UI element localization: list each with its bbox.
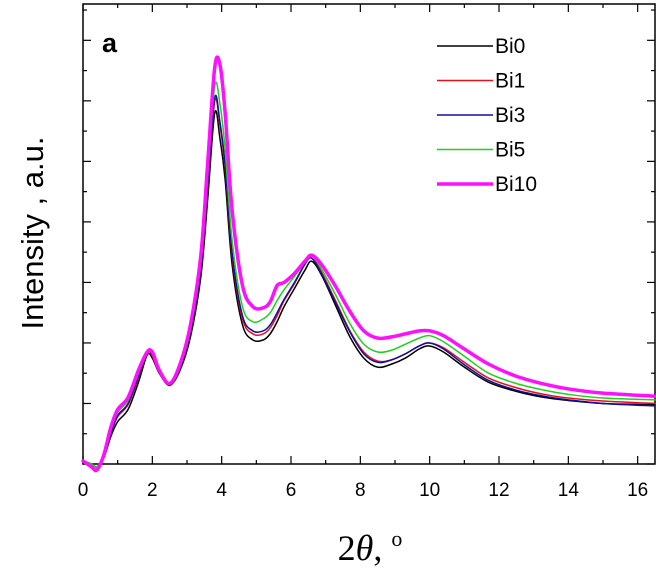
x-ticks: 0 2 4 6 8 10 12 14 16 [78,4,648,501]
series-line-bi5 [82,81,656,469]
y-ticks [83,9,655,465]
panel-label: a [102,28,118,58]
x-axis-label-theta: θ [356,528,374,568]
x-axis-label: 2θ, o [338,526,403,568]
plot-frame [82,3,656,465]
legend-label-bi3: Bi3 [495,104,525,127]
x-tick-label: 10 [419,480,440,501]
series-line-bi0 [82,109,656,468]
x-tick-label: 6 [286,480,297,501]
x-axis-label-degree: o [391,526,402,551]
x-tick-label: 16 [627,480,648,501]
axes-box [82,3,656,465]
x-tick-label: 4 [216,480,227,501]
x-tick-label: 14 [558,480,580,501]
x-tick-label: 12 [488,480,509,501]
series-line-bi10 [81,55,656,473]
legend-label-bi1: Bi1 [495,70,525,93]
legend-label-bi0: Bi0 [495,35,525,58]
series-lines [81,55,656,473]
series-line-bi1 [82,97,656,469]
series-line-bi3 [82,94,656,469]
legend-label-bi10: Bi10 [495,173,537,196]
x-tick-label: 8 [355,480,366,501]
x-tick-label: 2 [147,480,158,501]
x-axis-label-two: 2 [338,528,356,568]
legend: Bi0 Bi1 Bi3 Bi5 Bi10 [437,35,537,196]
x-tick-label: 0 [78,480,89,501]
y-axis-label: Intensity , a.u. [15,137,50,330]
x-axis-label-comma: , [373,528,391,568]
legend-label-bi5: Bi5 [495,139,525,162]
